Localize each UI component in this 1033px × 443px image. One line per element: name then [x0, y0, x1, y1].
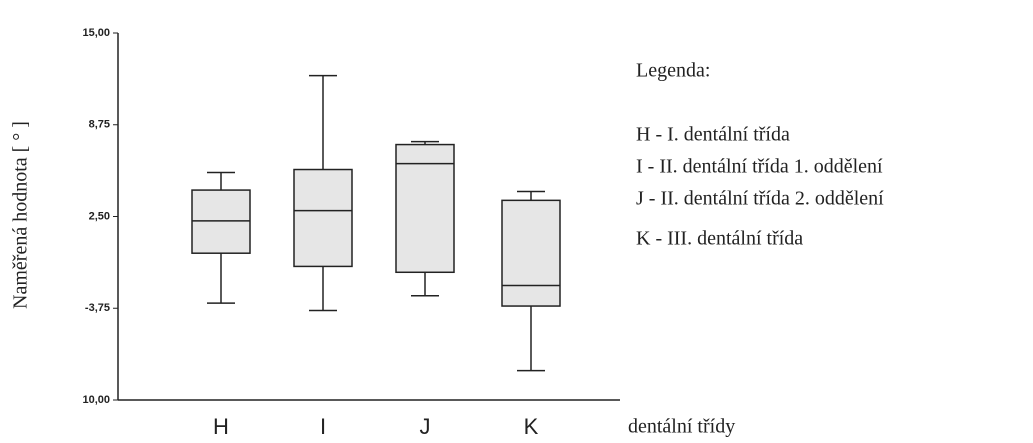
- y-axis-label: Naměřená hodnota [ ° ]: [10, 121, 32, 309]
- legend-item: J - II. dentální třída 2. oddělení: [636, 188, 884, 210]
- legend-title: Legenda:: [636, 60, 710, 82]
- legend-item: I - II. dentální třída 1. oddělení: [636, 156, 883, 178]
- x-tick-label: I: [320, 414, 326, 439]
- x-tick-label: J: [420, 414, 431, 439]
- y-tick-label: 10,00: [82, 394, 110, 406]
- box: [501, 199, 561, 307]
- y-tick-label: 2,50: [89, 210, 110, 222]
- x-tick-label: K: [524, 414, 539, 439]
- y-tick-label: 15,00: [82, 27, 110, 39]
- box: [293, 168, 353, 268]
- legend-item: K - III. dentální třída: [636, 228, 803, 250]
- x-axis-label: dentální třídy: [628, 416, 735, 438]
- box: [395, 143, 455, 274]
- y-tick-label: -3,75: [85, 302, 110, 314]
- x-tick-label: H: [213, 414, 229, 439]
- legend-item: H - I. dentální třída: [636, 124, 790, 146]
- y-tick-label: 8,75: [89, 119, 110, 131]
